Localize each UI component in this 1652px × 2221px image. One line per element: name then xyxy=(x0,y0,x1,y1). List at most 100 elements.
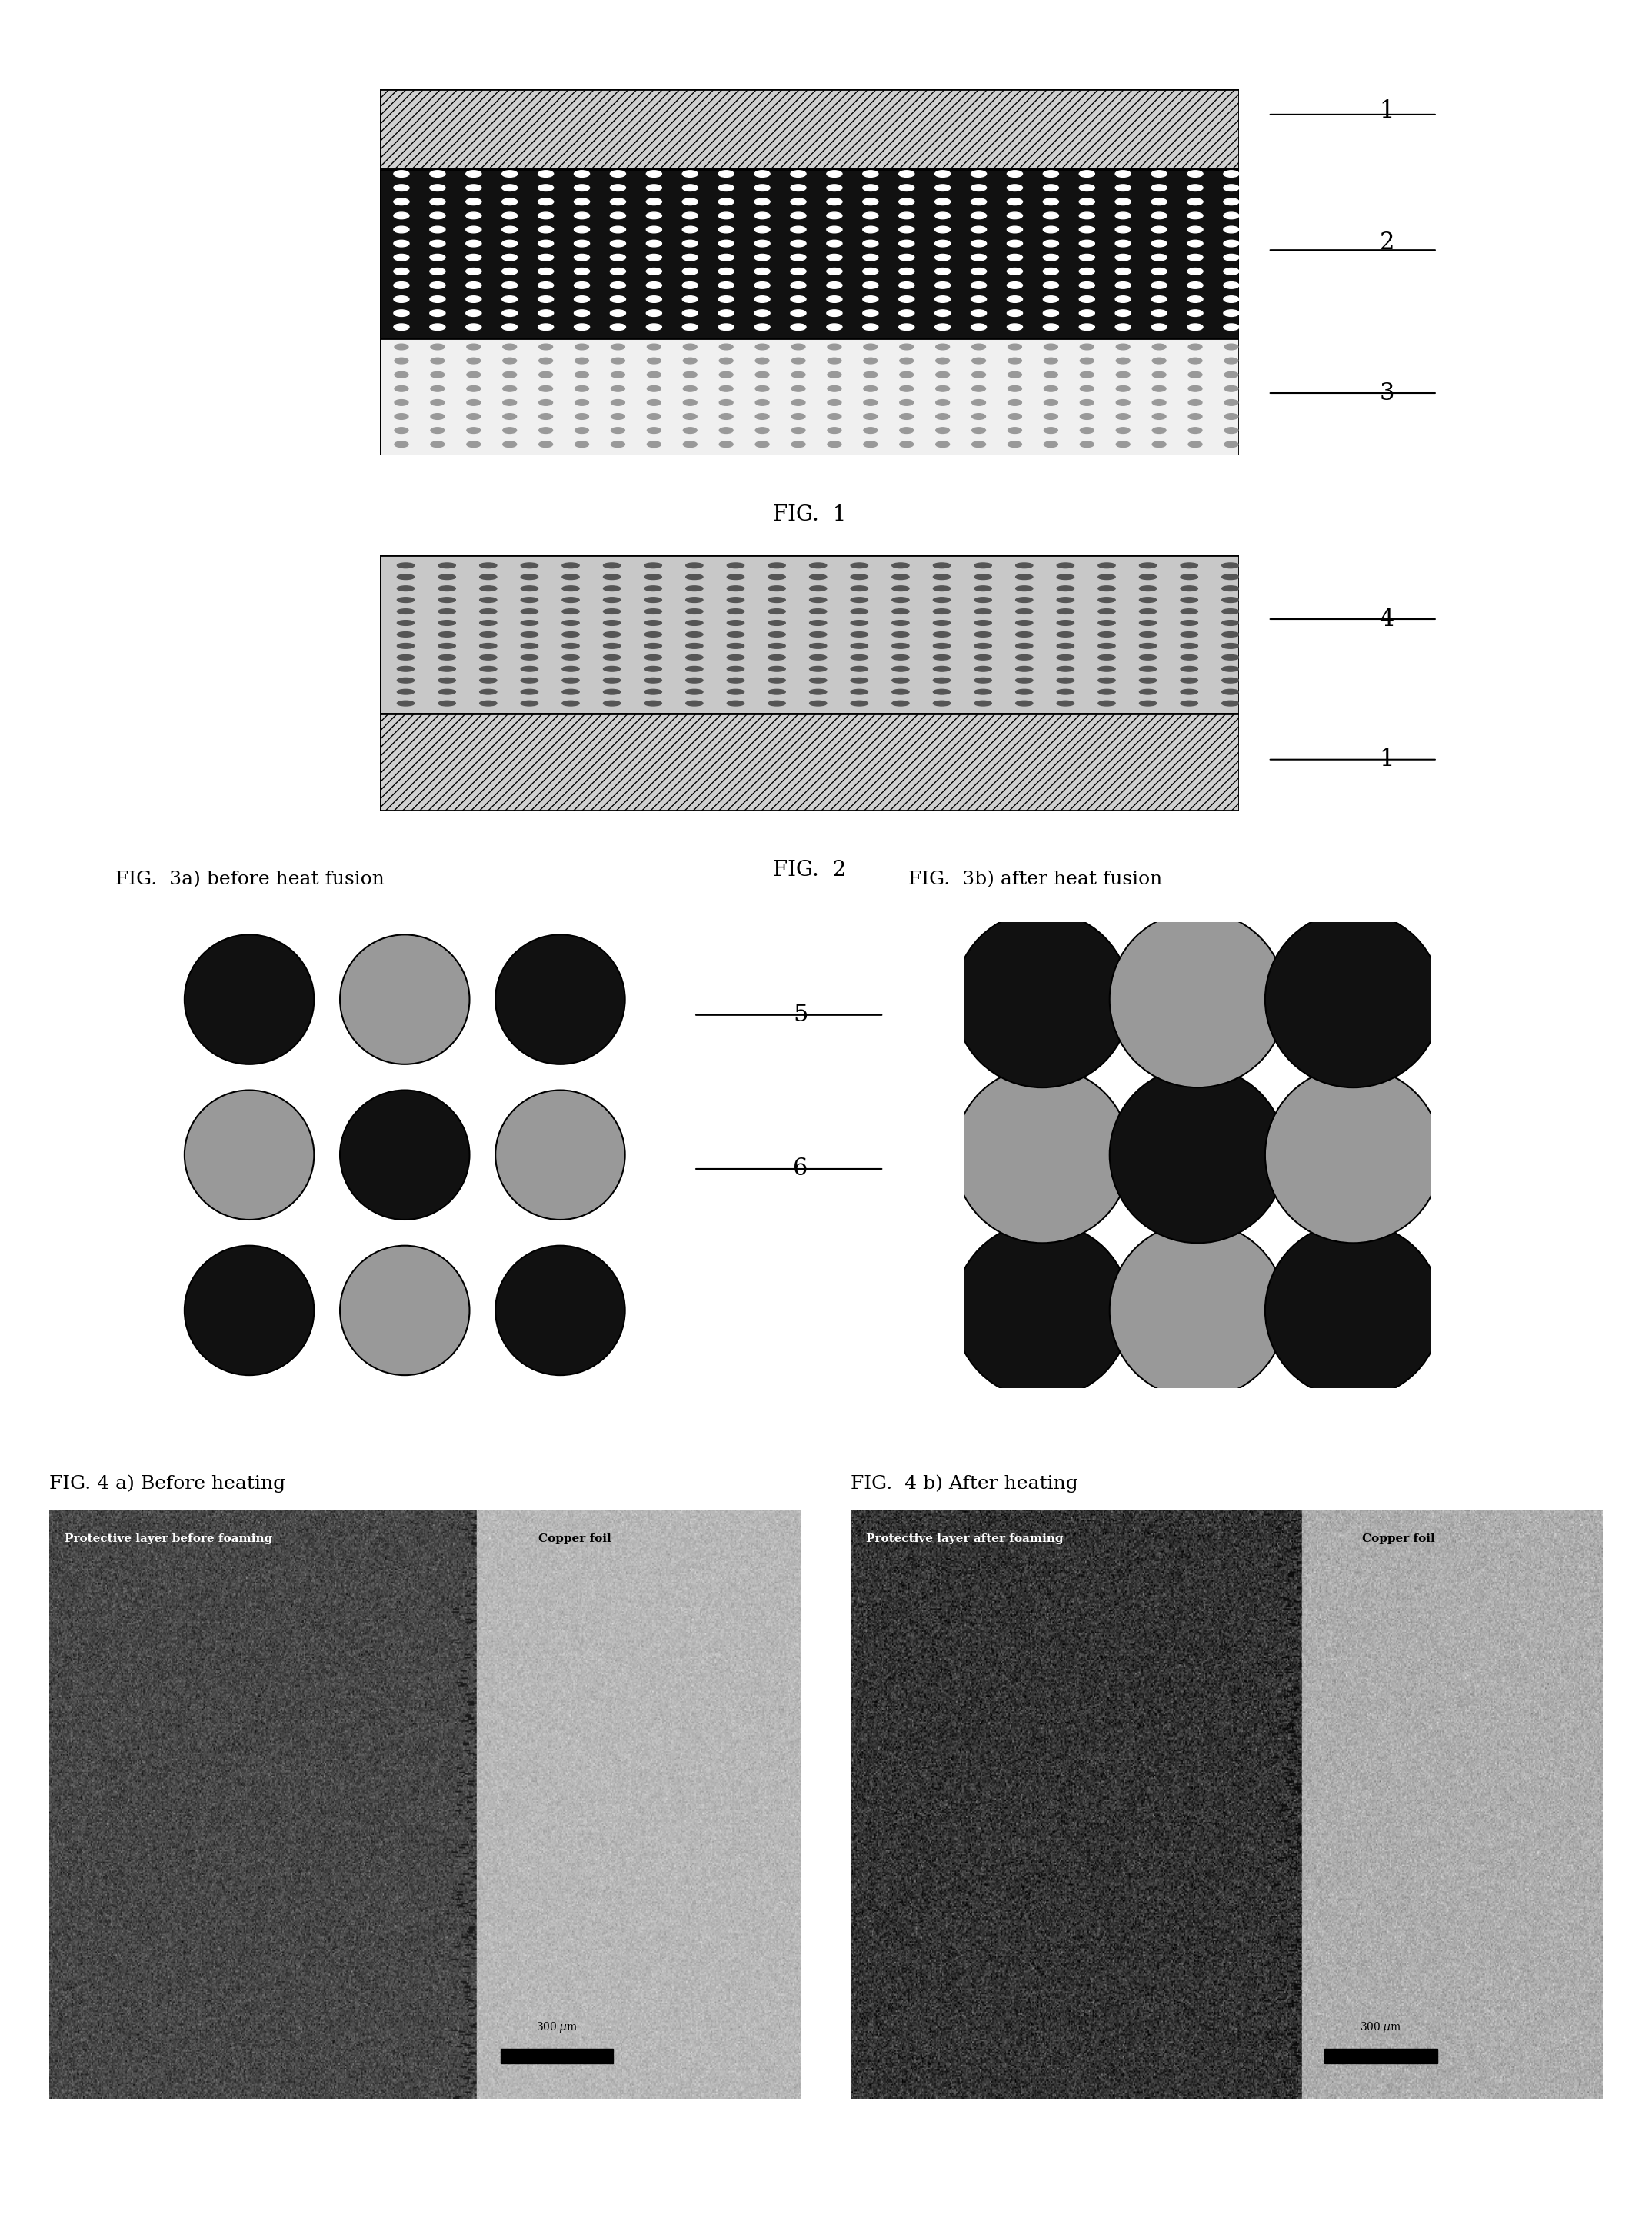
Circle shape xyxy=(892,666,909,671)
Circle shape xyxy=(727,562,743,569)
Circle shape xyxy=(1224,295,1239,302)
Circle shape xyxy=(1188,198,1203,204)
Circle shape xyxy=(727,689,743,695)
Circle shape xyxy=(468,344,481,349)
Circle shape xyxy=(1222,644,1239,649)
Circle shape xyxy=(768,575,785,580)
Circle shape xyxy=(768,702,785,706)
Circle shape xyxy=(1057,702,1074,706)
Circle shape xyxy=(1008,171,1023,178)
Circle shape xyxy=(975,609,991,613)
Circle shape xyxy=(892,562,909,569)
Circle shape xyxy=(1042,269,1059,275)
Circle shape xyxy=(502,386,517,391)
Circle shape xyxy=(1224,324,1239,331)
Circle shape xyxy=(575,253,590,260)
Circle shape xyxy=(466,324,481,331)
Circle shape xyxy=(686,666,704,671)
Circle shape xyxy=(1224,386,1237,391)
Circle shape xyxy=(340,935,469,1064)
Circle shape xyxy=(1008,386,1021,391)
Circle shape xyxy=(719,171,733,178)
Circle shape xyxy=(1016,562,1032,569)
Circle shape xyxy=(1222,666,1239,671)
Circle shape xyxy=(791,240,806,247)
Circle shape xyxy=(479,666,497,671)
Circle shape xyxy=(1188,426,1203,433)
Circle shape xyxy=(727,609,743,613)
Circle shape xyxy=(431,442,444,446)
Circle shape xyxy=(1151,269,1166,275)
Circle shape xyxy=(1016,586,1032,591)
Circle shape xyxy=(1079,309,1095,315)
Circle shape xyxy=(1224,358,1237,364)
Circle shape xyxy=(1181,597,1198,602)
Circle shape xyxy=(1224,400,1237,406)
Circle shape xyxy=(1016,620,1032,626)
Circle shape xyxy=(719,400,733,406)
Circle shape xyxy=(727,575,743,580)
Circle shape xyxy=(826,309,843,315)
Circle shape xyxy=(466,184,481,191)
Text: Protective layer before foaming: Protective layer before foaming xyxy=(64,1535,273,1544)
Circle shape xyxy=(575,269,590,275)
Circle shape xyxy=(933,677,950,684)
Circle shape xyxy=(755,269,770,275)
Circle shape xyxy=(1099,609,1115,613)
Circle shape xyxy=(1181,702,1198,706)
Circle shape xyxy=(502,413,517,420)
Circle shape xyxy=(393,198,410,204)
Circle shape xyxy=(1008,253,1023,260)
Circle shape xyxy=(755,227,770,233)
Circle shape xyxy=(644,562,662,569)
Circle shape xyxy=(933,644,950,649)
Circle shape xyxy=(1188,227,1203,233)
Circle shape xyxy=(438,689,456,695)
Circle shape xyxy=(935,324,950,331)
Circle shape xyxy=(520,689,539,695)
Circle shape xyxy=(971,426,986,433)
Circle shape xyxy=(1099,586,1115,591)
Circle shape xyxy=(646,227,662,233)
Circle shape xyxy=(791,413,805,420)
Circle shape xyxy=(1181,631,1198,637)
Circle shape xyxy=(755,295,770,302)
Circle shape xyxy=(1151,171,1166,178)
Circle shape xyxy=(1079,253,1095,260)
Circle shape xyxy=(686,575,704,580)
Circle shape xyxy=(539,371,553,378)
Circle shape xyxy=(971,413,986,420)
Circle shape xyxy=(682,309,697,315)
Circle shape xyxy=(686,562,704,569)
Bar xyxy=(380,89,1239,169)
Circle shape xyxy=(340,1246,469,1375)
Circle shape xyxy=(562,620,580,626)
Circle shape xyxy=(466,282,481,289)
Circle shape xyxy=(1140,666,1156,671)
Circle shape xyxy=(396,631,415,637)
Circle shape xyxy=(1042,240,1059,247)
Circle shape xyxy=(682,198,697,204)
Circle shape xyxy=(682,213,697,220)
Circle shape xyxy=(610,213,626,220)
Circle shape xyxy=(933,562,950,569)
Circle shape xyxy=(1080,358,1094,364)
Circle shape xyxy=(862,184,879,191)
Circle shape xyxy=(1188,324,1203,331)
Circle shape xyxy=(479,609,497,613)
Circle shape xyxy=(502,282,517,289)
Circle shape xyxy=(809,597,826,602)
Circle shape xyxy=(644,631,662,637)
Circle shape xyxy=(539,253,553,260)
Circle shape xyxy=(502,213,517,220)
Circle shape xyxy=(1042,309,1059,315)
Circle shape xyxy=(975,631,991,637)
Circle shape xyxy=(768,677,785,684)
Circle shape xyxy=(900,426,914,433)
Circle shape xyxy=(864,400,877,406)
Circle shape xyxy=(892,677,909,684)
Circle shape xyxy=(539,400,553,406)
Circle shape xyxy=(809,586,826,591)
Circle shape xyxy=(466,171,481,178)
Circle shape xyxy=(955,1066,1130,1244)
